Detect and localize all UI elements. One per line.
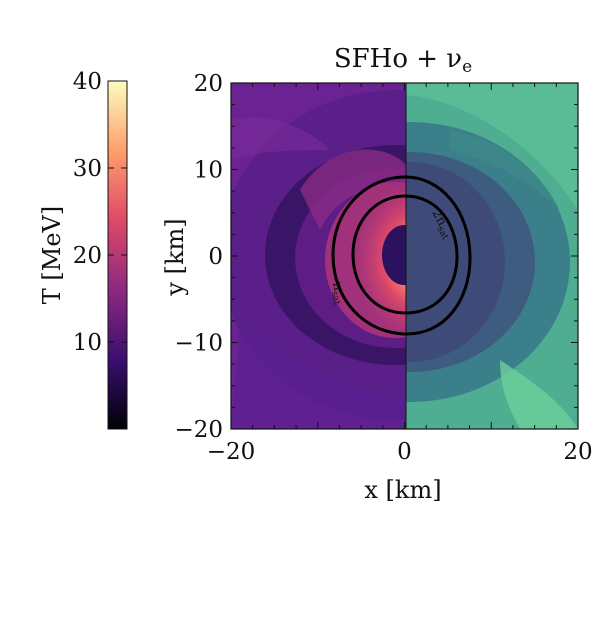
heatmap-image: nsat 2nsat xyxy=(231,83,578,429)
colorbar-tick-label: 30 xyxy=(73,156,102,182)
x-tick-label: 20 xyxy=(563,439,592,465)
y-tick-label: 20 xyxy=(194,71,223,97)
contour-2nsat xyxy=(351,194,459,315)
y-axis-label: y [km] xyxy=(161,218,189,296)
y-tick-label: −20 xyxy=(174,417,223,443)
x-axis: −20 0 20 xyxy=(207,83,593,465)
x-axis-label: x [km] xyxy=(364,476,441,504)
y-axis: −20 −10 0 10 20 xyxy=(174,71,578,443)
colorbar-label: T [MeV] xyxy=(38,206,66,304)
chart-title: SFHo + νe xyxy=(334,44,472,77)
x-tick-label: −20 xyxy=(207,439,256,465)
temperature-half xyxy=(231,83,406,429)
x-tick-label: 0 xyxy=(397,439,412,465)
contour-nsat xyxy=(331,175,472,336)
colorbar-tick-label: 20 xyxy=(73,243,102,269)
colorbar-tick-label: 40 xyxy=(73,69,102,95)
y-tick-label: 10 xyxy=(194,158,223,184)
colorbar: 10 20 30 40 T [MeV] xyxy=(38,69,128,430)
y-tick-label: −10 xyxy=(174,331,223,357)
y-tick-label: 0 xyxy=(208,244,223,270)
colorbar-tick-label: 10 xyxy=(73,330,102,356)
colorbar-ticks: 10 20 30 40 xyxy=(73,69,127,356)
contour-label-nsat: nsat xyxy=(327,281,348,306)
